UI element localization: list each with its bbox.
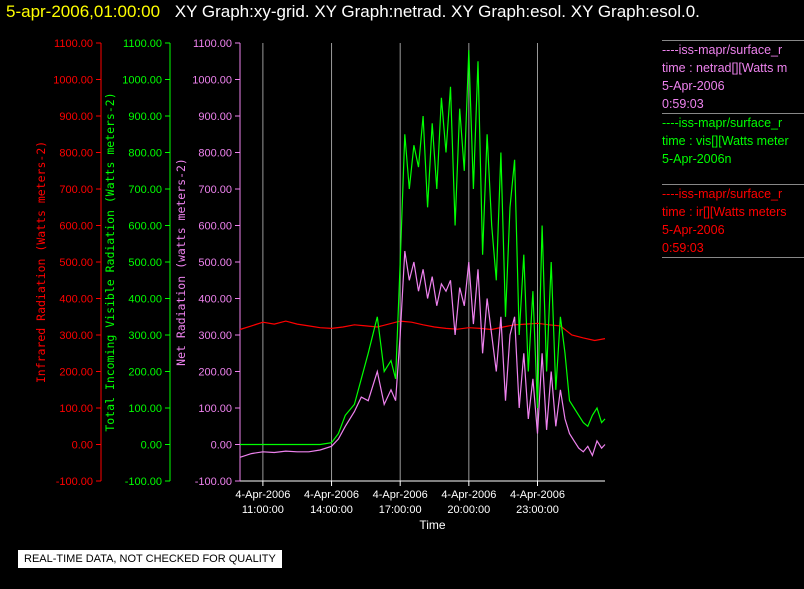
x-tick-label: 17:00:00 bbox=[379, 504, 422, 516]
legend-time: 0:59:03 bbox=[662, 97, 704, 111]
y-tick-label: -100.00 bbox=[56, 476, 93, 488]
y-tick-label: 700.00 bbox=[198, 184, 232, 196]
legend-source: ----iss-mapr/surface_r bbox=[662, 187, 783, 201]
y-tick-label: 500.00 bbox=[198, 257, 232, 269]
x-tick-label: 4-Apr-2006 bbox=[304, 489, 359, 501]
quality-disclaimer: REAL-TIME DATA, NOT CHECKED FOR QUALITY bbox=[18, 550, 282, 568]
x-tick-label: 4-Apr-2006 bbox=[441, 489, 496, 501]
y-tick-label: 100.00 bbox=[59, 403, 93, 415]
y-tick-label: 800.00 bbox=[59, 148, 93, 160]
x-tick-label: 4-Apr-2006 bbox=[235, 489, 290, 501]
y-tick-label: 1000.00 bbox=[192, 75, 232, 87]
y-tick-label: 1100.00 bbox=[193, 38, 232, 50]
y-axis-title: Net Radiation (watts meters-2) bbox=[174, 158, 188, 366]
legend-variable: time : ir[][Watts meters bbox=[662, 205, 787, 219]
y-axis-title: Total Incoming Visible Radiation (Watts … bbox=[103, 92, 117, 431]
y-tick-label: 600.00 bbox=[59, 221, 93, 233]
series-line-vis bbox=[240, 50, 606, 446]
y-tick-label: 0.00 bbox=[141, 440, 162, 452]
x-tick-label: 4-Apr-2006 bbox=[510, 489, 565, 501]
legend-entry-vis: ----iss-mapr/surface_r time : vis[][Watt… bbox=[662, 113, 804, 168]
y-tick-label: 400.00 bbox=[59, 294, 93, 306]
y-tick-label: 400.00 bbox=[198, 294, 232, 306]
y-tick-label: 0.00 bbox=[211, 440, 232, 452]
y-tick-label: 100.00 bbox=[128, 403, 162, 415]
series-line-netrad bbox=[239, 250, 606, 458]
y-tick-label: -100.00 bbox=[195, 476, 232, 488]
y-tick-label: 300.00 bbox=[198, 330, 232, 342]
y-tick-label: 600.00 bbox=[198, 221, 232, 233]
legend-entry-netrad: ----iss-mapr/surface_r time : netrad[][W… bbox=[662, 40, 804, 113]
legend-entry-ir: ----iss-mapr/surface_r time : ir[][Watts… bbox=[662, 184, 804, 258]
legend-time: 0:59:03 bbox=[662, 241, 704, 255]
y-tick-label: 200.00 bbox=[59, 367, 93, 379]
y-tick-label: 400.00 bbox=[128, 294, 162, 306]
y-tick-label: 900.00 bbox=[198, 111, 232, 123]
header-graph-list: XY Graph:xy-grid. XY Graph:netrad. XY Gr… bbox=[174, 2, 700, 21]
header: 5-apr-2006,01:00:00 XY Graph:xy-grid. XY… bbox=[6, 2, 700, 22]
header-datetime: 5-apr-2006,01:00:00 bbox=[6, 2, 161, 21]
y-tick-label: 1000.00 bbox=[122, 75, 162, 87]
y-tick-label: 700.00 bbox=[59, 184, 93, 196]
legend-date: 5-Apr-2006n bbox=[662, 152, 732, 166]
y-tick-label: 100.00 bbox=[198, 403, 232, 415]
x-tick-label: 14:00:00 bbox=[310, 504, 353, 516]
legend-date: 5-Apr-2006 bbox=[662, 79, 725, 93]
y-tick-label: 300.00 bbox=[59, 330, 93, 342]
y-tick-label: 200.00 bbox=[198, 367, 232, 379]
y-tick-label: 500.00 bbox=[128, 257, 162, 269]
y-tick-label: 300.00 bbox=[128, 330, 162, 342]
y-tick-label: 1000.00 bbox=[53, 75, 93, 87]
legend-source: ----iss-mapr/surface_r bbox=[662, 116, 783, 130]
y-tick-label: 600.00 bbox=[128, 221, 162, 233]
legend-date: 5-Apr-2006 bbox=[662, 223, 725, 237]
x-axis-title: Time bbox=[419, 518, 446, 532]
y-axis-title: Infrared Radiation (Watts meters-2) bbox=[34, 141, 48, 383]
x-tick-label: 20:00:00 bbox=[447, 504, 490, 516]
legend-source: ----iss-mapr/surface_r bbox=[662, 43, 783, 57]
x-tick-label: 4-Apr-2006 bbox=[373, 489, 428, 501]
y-tick-label: 800.00 bbox=[128, 148, 162, 160]
x-tick-label: 23:00:00 bbox=[516, 504, 559, 516]
y-tick-label: 900.00 bbox=[59, 111, 93, 123]
y-tick-label: 500.00 bbox=[59, 257, 93, 269]
legend: ----iss-mapr/surface_r time : netrad[][W… bbox=[662, 40, 804, 258]
y-tick-label: 1100.00 bbox=[123, 38, 162, 50]
y-tick-label: 1100.00 bbox=[54, 38, 93, 50]
legend-variable: time : netrad[][Watts m bbox=[662, 61, 788, 75]
y-tick-label: 0.00 bbox=[72, 440, 93, 452]
y-tick-label: 800.00 bbox=[198, 148, 232, 160]
y-tick-label: 900.00 bbox=[128, 111, 162, 123]
y-tick-label: 700.00 bbox=[128, 184, 162, 196]
y-tick-label: 200.00 bbox=[128, 367, 162, 379]
legend-variable: time : vis[][Watts meter bbox=[662, 134, 789, 148]
series-line-ir bbox=[239, 320, 606, 342]
y-tick-label: -100.00 bbox=[125, 476, 162, 488]
x-tick-label: 11:00:00 bbox=[242, 504, 284, 516]
